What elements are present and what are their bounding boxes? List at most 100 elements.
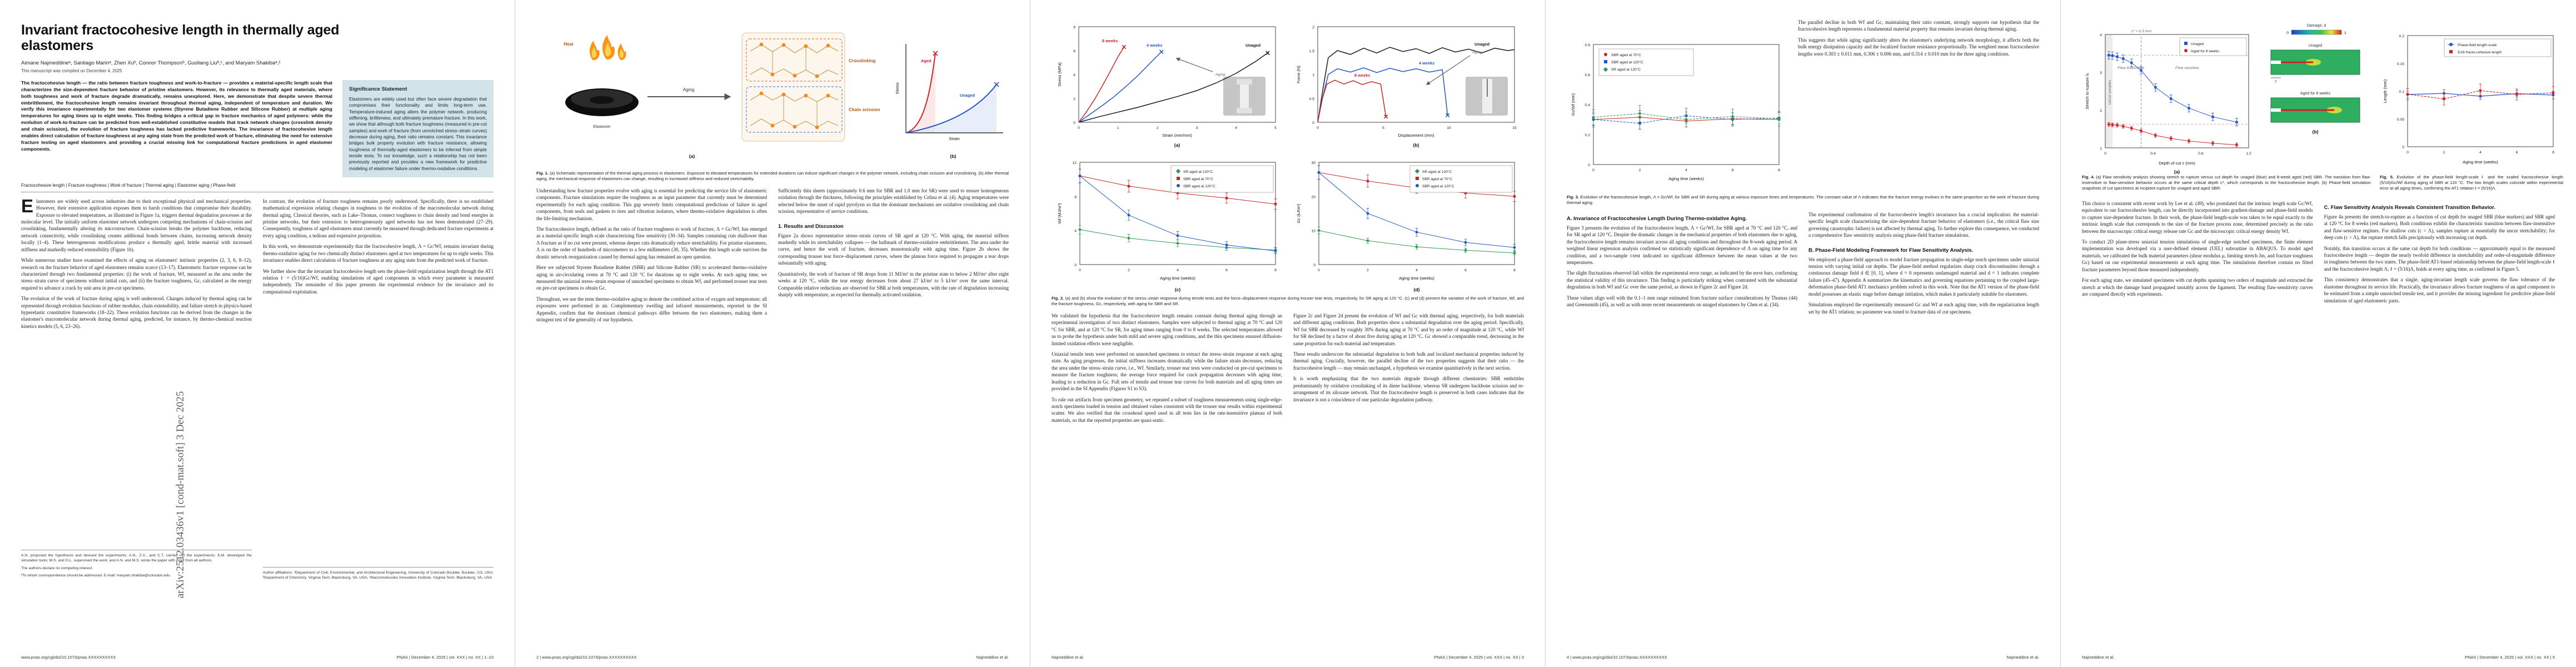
critical-depth-annotation: c* ≈ 0.3 mm bbox=[2131, 29, 2152, 33]
caption-lead: Fig. 2. bbox=[1052, 296, 1064, 301]
arxiv-watermark: arXiv:2512.03436v1 [cond-mat.soft] 3 Dec… bbox=[175, 391, 186, 599]
page4-left-column: A. Invariance of Fractocohesive Length D… bbox=[1567, 211, 1797, 609]
figure-4b-simulation: Damage, d 0 1 Unaged c Aged bbox=[2270, 24, 2360, 135]
body-paragraph: Quantitatively, the work of fracture of … bbox=[778, 271, 1009, 297]
footnote-block: A.N. proposed the hypothesis and devised… bbox=[21, 550, 252, 580]
footer-journal-info: PNAS | December 4, 2025 | vol. XXX | no.… bbox=[1433, 655, 1524, 660]
tick-label: 4 bbox=[2100, 33, 2102, 37]
page-footer: Najmeddine et al. PNAS | December 4, 202… bbox=[2082, 655, 2555, 660]
footer-doi-link[interactable]: 2 | www.pnas.org/cgi/doi/10.1073/pnas.XX… bbox=[536, 655, 637, 660]
caption-lead: Fig. 5. bbox=[2380, 175, 2394, 180]
cut-dimension-label: c bbox=[2275, 79, 2277, 83]
figure-3-caption: Fig. 3. Evolution of the fractocohesive … bbox=[1567, 195, 2039, 206]
aging-arrow bbox=[1426, 55, 1471, 85]
network-illustration bbox=[741, 32, 845, 142]
body-paragraph: Understanding how fracture properties ev… bbox=[536, 188, 767, 221]
legend: SBR aged at 70°C SBR aged at 120°C SR ag… bbox=[1598, 48, 1694, 76]
tick-label: 5 bbox=[1382, 126, 1384, 130]
figure-2a-plot: 0 1 2 3 4 5 0 2 4 6 8 Strain (mm/mm) Stress (MPa)… bbox=[1057, 26, 1277, 148]
x-axis-label: Aging time (weeks) bbox=[1668, 176, 1704, 181]
x-axis-label: Aging time (weeks) bbox=[1399, 276, 1434, 281]
tick-label: 10 bbox=[1447, 126, 1451, 130]
caption-text: (a) and (b) show the evolution of the st… bbox=[1052, 296, 1524, 307]
schematic-stress-strain bbox=[905, 44, 1003, 133]
figure-1-illustration: Heat Elastomer Aging bbox=[564, 32, 1003, 159]
tick-label: 8 bbox=[1274, 268, 1277, 272]
tick-label: 4 bbox=[2479, 151, 2482, 155]
figure-5-plot: 0 2 4 6 8 0 0.05 0.1 0.15 0.2 Phase-field length… bbox=[2383, 34, 2555, 165]
specimen-inset bbox=[1466, 77, 1508, 116]
tick-label: 0 bbox=[1313, 263, 1316, 267]
plot-series bbox=[2406, 83, 2555, 106]
curve-label-unaged: Unaged bbox=[1474, 42, 1490, 47]
figure-4-caption: Fig. 4. (a) Flaw sensitivity analysis sh… bbox=[2082, 175, 2371, 191]
page-4: 0 2 4 6 8 0 0.2 0.4 0.6 0.8 SBR aged at 70°C SBR… bbox=[1546, 0, 2061, 667]
plot-series bbox=[1591, 104, 1781, 130]
page2-left-column: Understanding how fracture properties ev… bbox=[536, 187, 767, 605]
heat-label: Heat bbox=[564, 42, 574, 47]
y-axis-label: Wf (MJ/m³) bbox=[1057, 203, 1062, 224]
figure-3-plot: 0 2 4 6 8 0 0.2 0.4 0.6 0.8 SBR aged at 70°C SBR… bbox=[1571, 43, 1781, 181]
page3-right-column: Figure 2c and Figure 2d present the evol… bbox=[1293, 312, 1524, 617]
tick-label: 1 bbox=[1117, 126, 1119, 130]
footer-running-authors: Najmeddine et al. bbox=[2082, 655, 2115, 660]
legend-label: SBR aged at 120°C bbox=[1183, 184, 1215, 188]
body-paragraph: To conduct 2D plane-stress uniaxial tens… bbox=[2082, 239, 2313, 272]
tick-label: 30 bbox=[1311, 161, 1316, 165]
tick-label: 4 bbox=[1074, 230, 1077, 233]
aging-annotation: Aging bbox=[1472, 51, 1482, 54]
tick-label: 2 bbox=[1128, 268, 1130, 272]
y-axis-label: Stretch to rupture λᵣ bbox=[2085, 73, 2090, 109]
crosslinking-label: Crosslinking bbox=[849, 58, 876, 63]
tick-label: 10 bbox=[1311, 230, 1316, 233]
correspondence-note[interactable]: ²To whom correspondence should be addres… bbox=[21, 573, 170, 578]
y-axis-label: Gc (kJ/m²) bbox=[1296, 203, 1301, 223]
tick-label: 1 bbox=[2100, 147, 2102, 151]
legend-label: SR aged at 120°C bbox=[1611, 67, 1641, 72]
tick-label: 4 bbox=[1073, 73, 1075, 77]
tick-label: 20 bbox=[1311, 195, 1316, 199]
caption-lead: Fig. 1. bbox=[536, 171, 549, 176]
uncut-band bbox=[2105, 34, 2112, 148]
tick-label: 6 bbox=[1073, 49, 1075, 53]
y-axis-label: Stress (MPa) bbox=[1057, 62, 1062, 87]
tick-label: 0.8 bbox=[1585, 43, 1591, 47]
panel-a-label: (a) bbox=[1174, 142, 1180, 148]
curve-label-4weeks: 4 weeks bbox=[1147, 43, 1162, 48]
tick-label: 1.2 bbox=[2246, 152, 2251, 156]
page3-left-column: We validated the hypothesis that the fra… bbox=[1052, 312, 1282, 617]
section-heading-a: A. Invariance of Fractocohesive Length D… bbox=[1567, 216, 1747, 222]
tick-label: 2 bbox=[1073, 97, 1075, 101]
tick-label: 4 bbox=[1685, 168, 1687, 172]
panel-c-label: (c) bbox=[1175, 287, 1181, 292]
legend: SR aged at 120°C SBR aged at 70°C SBR ag… bbox=[1409, 165, 1513, 193]
significance-box: Significance Statement Elastomers are wi… bbox=[342, 80, 494, 177]
plot-series bbox=[2105, 34, 2249, 148]
footer-doi-link[interactable]: www.pnas.org/cgi/doi/10.1073/pnas.XXXXXX… bbox=[21, 655, 116, 660]
aging-arrow bbox=[1175, 57, 1213, 72]
legend-label: Aged for 8 weeks bbox=[2191, 49, 2220, 53]
tick-label: 4 bbox=[1177, 268, 1179, 272]
tick-label: 0 bbox=[1073, 121, 1075, 125]
tick-label: 1.5 bbox=[1309, 49, 1315, 53]
tick-label: 0.15 bbox=[2397, 62, 2404, 66]
body-paragraph: In this work, we demonstrate experimenta… bbox=[263, 243, 494, 263]
strip-unaged-label: Unaged bbox=[2309, 44, 2323, 48]
panel-a-label: (a) bbox=[2174, 169, 2180, 175]
tick-label: 0.5 bbox=[1309, 97, 1315, 101]
footer-doi-link[interactable]: 4 | www.pnas.org/cgi/doi/10.1073/pnas.XX… bbox=[1567, 655, 1667, 660]
caption-text: (a) Flaw sensitivity analysis showing st… bbox=[2082, 175, 2371, 191]
tick-label: 0 bbox=[1592, 168, 1595, 172]
body-paragraph: This consistency demonstrates that a sin… bbox=[2324, 277, 2555, 303]
body-paragraph: We employed a phase-field approach to mo… bbox=[1808, 256, 2039, 297]
legend-label: SR aged at 120°C bbox=[1183, 170, 1213, 174]
body-paragraph: This suggests that while aging significa… bbox=[1798, 37, 2039, 57]
schematic-ylabel: Stress bbox=[895, 82, 900, 94]
tick-label: 3 bbox=[1196, 126, 1198, 130]
tick-label: 6 bbox=[1732, 168, 1734, 172]
footer-running-authors: Najmeddine et al. bbox=[976, 655, 1009, 660]
y-axis-label: Force (N) bbox=[1296, 66, 1301, 83]
